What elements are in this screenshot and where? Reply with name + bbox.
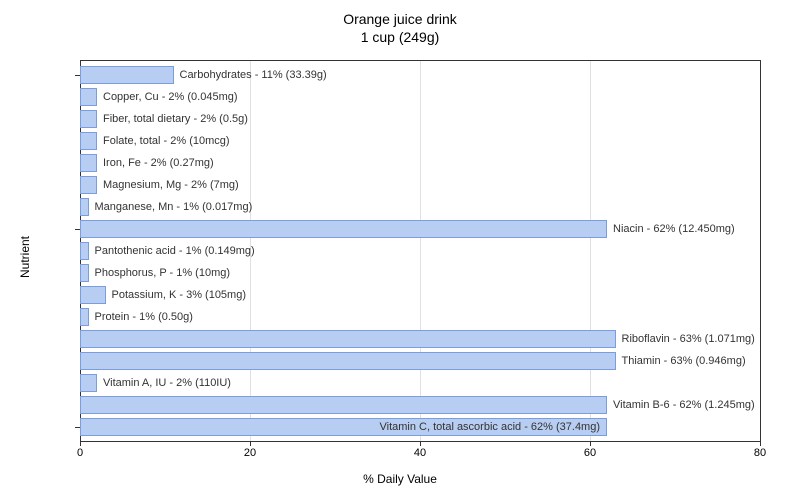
nutrient-bar	[80, 330, 616, 348]
bar-row: Niacin - 62% (12.450mg)	[80, 220, 735, 238]
nutrient-bar	[80, 374, 97, 392]
bar-row: Potassium, K - 3% (105mg)	[80, 286, 246, 304]
bar-label: Vitamin A, IU - 2% (110IU)	[103, 377, 231, 389]
nutrient-bar	[80, 132, 97, 150]
bar-row: Vitamin B-6 - 62% (1.245mg)	[80, 396, 755, 414]
bar-label: Riboflavin - 63% (1.071mg)	[622, 333, 755, 345]
y-tick-mark	[75, 229, 80, 230]
bar-row: Thiamin - 63% (0.946mg)	[80, 352, 746, 370]
nutrient-bar	[80, 66, 174, 84]
x-tick-mark	[420, 441, 421, 446]
nutrient-bar	[80, 110, 97, 128]
x-tick-label: 20	[244, 447, 256, 459]
nutrient-bar	[80, 176, 97, 194]
nutrient-bar	[80, 198, 89, 216]
x-tick-label: 40	[414, 447, 426, 459]
bar-label: Fiber, total dietary - 2% (0.5g)	[103, 113, 248, 125]
nutrient-bar	[80, 242, 89, 260]
bar-row: Magnesium, Mg - 2% (7mg)	[80, 176, 239, 194]
nutrient-bar	[80, 220, 607, 238]
bar-label: Phosphorus, P - 1% (10mg)	[95, 267, 231, 279]
bar-label: Vitamin C, total ascorbic acid - 62% (37…	[380, 421, 601, 433]
bar-label: Copper, Cu - 2% (0.045mg)	[103, 91, 238, 103]
y-tick-mark	[75, 75, 80, 76]
bar-label: Niacin - 62% (12.450mg)	[613, 223, 735, 235]
x-tick-label: 80	[754, 447, 766, 459]
bar-row: Protein - 1% (0.50g)	[80, 308, 193, 326]
bar-row: Iron, Fe - 2% (0.27mg)	[80, 154, 214, 172]
bar-label: Carbohydrates - 11% (33.39g)	[180, 69, 327, 81]
nutrient-bar	[80, 352, 616, 370]
bar-label: Protein - 1% (0.50g)	[95, 311, 193, 323]
nutrient-bar	[80, 88, 97, 106]
bar-row: Vitamin C, total ascorbic acid - 62% (37…	[80, 418, 607, 436]
nutrient-bar: Vitamin C, total ascorbic acid - 62% (37…	[80, 418, 607, 436]
x-tick-label: 60	[584, 447, 596, 459]
bar-label: Manganese, Mn - 1% (0.017mg)	[95, 201, 253, 213]
nutrient-bar	[80, 308, 89, 326]
chart-title: Orange juice drink 1 cup (249g)	[0, 0, 800, 46]
bar-row: Riboflavin - 63% (1.071mg)	[80, 330, 755, 348]
x-tick-mark	[760, 441, 761, 446]
x-tick-label: 0	[77, 447, 83, 459]
bar-label: Pantothenic acid - 1% (0.149mg)	[95, 245, 255, 257]
x-axis-label: % Daily Value	[363, 472, 437, 486]
bar-row: Vitamin A, IU - 2% (110IU)	[80, 374, 231, 392]
bar-row: Manganese, Mn - 1% (0.017mg)	[80, 198, 252, 216]
nutrient-bar	[80, 396, 607, 414]
title-line-2: 1 cup (249g)	[361, 29, 440, 45]
bar-row: Copper, Cu - 2% (0.045mg)	[80, 88, 238, 106]
plot-area: 020406080Carbohydrates - 11% (33.39g)Cop…	[80, 60, 761, 442]
title-line-1: Orange juice drink	[343, 11, 457, 27]
x-tick-mark	[590, 441, 591, 446]
gridline	[420, 61, 421, 441]
bar-row: Pantothenic acid - 1% (0.149mg)	[80, 242, 255, 260]
bar-label: Magnesium, Mg - 2% (7mg)	[103, 179, 239, 191]
bar-label: Folate, total - 2% (10mcg)	[103, 135, 230, 147]
bar-row: Carbohydrates - 11% (33.39g)	[80, 66, 327, 84]
bar-row: Phosphorus, P - 1% (10mg)	[80, 264, 230, 282]
nutrient-bar	[80, 264, 89, 282]
x-tick-mark	[80, 441, 81, 446]
x-tick-mark	[250, 441, 251, 446]
nutrient-bar	[80, 154, 97, 172]
bar-label: Thiamin - 63% (0.946mg)	[622, 355, 746, 367]
gridline	[590, 61, 591, 441]
nutrient-chart: Orange juice drink 1 cup (249g) Nutrient…	[0, 0, 800, 500]
y-axis-label: Nutrient	[18, 236, 32, 278]
bar-row: Fiber, total dietary - 2% (0.5g)	[80, 110, 248, 128]
bar-label: Iron, Fe - 2% (0.27mg)	[103, 157, 214, 169]
nutrient-bar	[80, 286, 106, 304]
bar-label: Potassium, K - 3% (105mg)	[112, 289, 247, 301]
bar-row: Folate, total - 2% (10mcg)	[80, 132, 230, 150]
y-tick-mark	[75, 427, 80, 428]
bar-label: Vitamin B-6 - 62% (1.245mg)	[613, 399, 755, 411]
